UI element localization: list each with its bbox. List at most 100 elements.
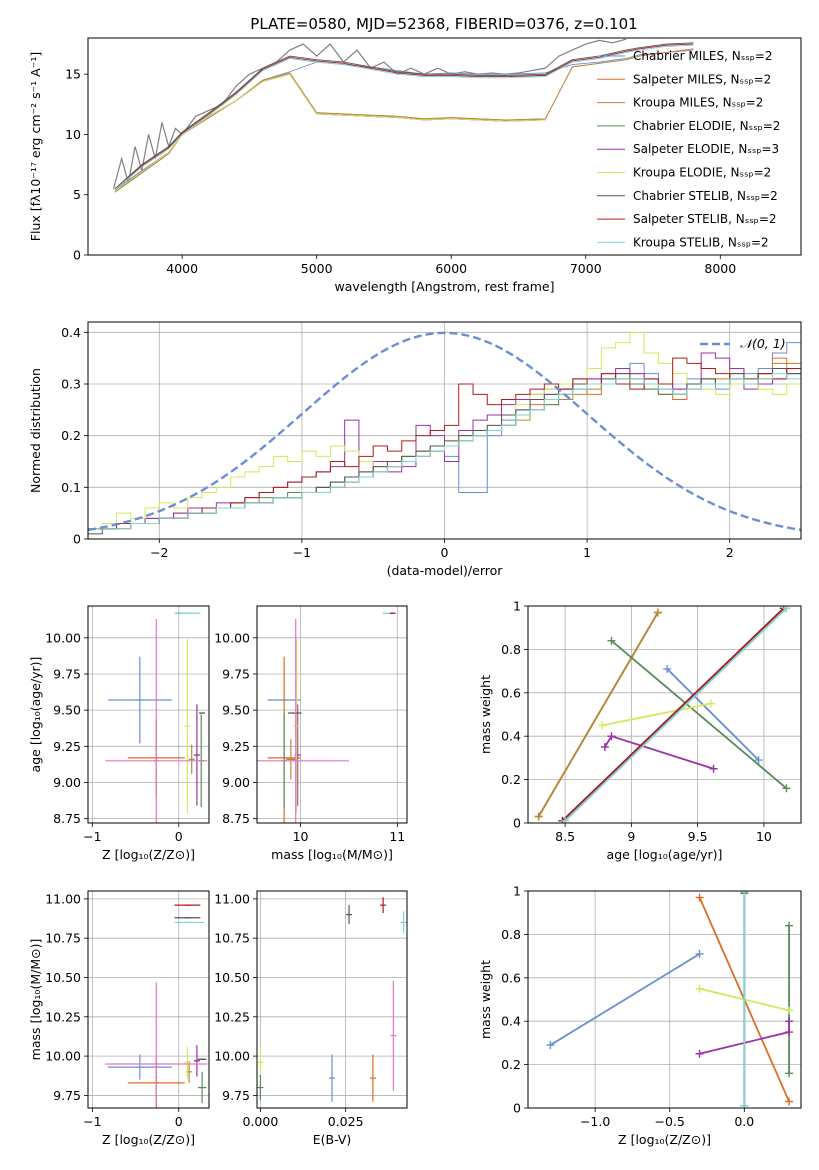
y-tick-label: 9.50 xyxy=(222,703,250,718)
x-axis-label: Z [log₁₀(Z/Z⊙)] xyxy=(618,1132,711,1147)
plus-marker xyxy=(663,664,672,673)
x-tick-label: −2 xyxy=(150,545,168,560)
plus-marker xyxy=(653,608,662,617)
y-tick-label: 0.1 xyxy=(61,480,81,495)
weight-series-2 xyxy=(534,608,662,821)
legend-entry: Salpeter STELIB, Nₛₛₚ=2 xyxy=(633,212,777,226)
y-tick-label: 0 xyxy=(73,248,81,263)
gaussian-curve xyxy=(88,331,801,532)
x-tick-label: −1.0 xyxy=(580,1114,610,1129)
plus-marker xyxy=(740,1101,749,1108)
y-tick-label: 9.25 xyxy=(53,739,81,754)
plus-marker xyxy=(740,891,749,895)
panel-spectrum: 4000 5000 6000 7000 8000 0 5 10 15 Chabrier MILES… xyxy=(28,37,802,294)
x-axis-label: wavelength [Angstrom, rest frame] xyxy=(334,279,554,294)
y-tick-label: 10.00 xyxy=(45,1049,81,1064)
axes-frame xyxy=(87,321,802,540)
weight-line xyxy=(549,953,701,1046)
y-tick-label: 9.75 xyxy=(222,666,250,681)
x-tick-label: −1 xyxy=(293,545,311,560)
y-tick-label: 10.25 xyxy=(214,1009,250,1024)
x-tick-label: 0 xyxy=(441,545,449,560)
y-tick-label: 0.2 xyxy=(501,772,521,787)
plot-area xyxy=(546,891,794,1108)
errorbar-point xyxy=(380,897,387,914)
axes-frame xyxy=(527,890,802,1109)
plus-marker xyxy=(534,812,543,821)
y-tick-label: 9.75 xyxy=(53,1088,81,1103)
x-tick-label: 4000 xyxy=(166,261,198,276)
plus-marker xyxy=(782,606,791,613)
plot-area xyxy=(112,38,694,193)
plus-marker xyxy=(561,816,570,823)
weight-line xyxy=(561,607,785,822)
y-tick-label: 0.6 xyxy=(501,970,521,985)
x-tick-label: 10 xyxy=(756,829,772,844)
legend-entry: Kroupa MILES, Nₛₛₚ=2 xyxy=(633,96,763,110)
histogram-series-3 xyxy=(88,368,801,530)
legend-entry: Salpeter ELODIE, Nₛₛₚ=3 xyxy=(633,142,779,156)
panel-mass-weight-vs-Z: −1.0 −0.5 0.0 0 0.2 0.4 0.6 0.8 1 Z [log₁₀(Z/Z⊙)]… xyxy=(478,884,802,1147)
x-tick-label: −1 xyxy=(83,1114,101,1129)
errorbar-point xyxy=(105,619,208,823)
errorbar-point xyxy=(107,656,172,744)
x-tick-label: 7000 xyxy=(570,261,602,276)
errorbar-point xyxy=(369,1054,376,1102)
model-spectrum-5 xyxy=(114,73,546,192)
axes-frame xyxy=(527,605,802,824)
model-spectrum-7 xyxy=(114,43,694,191)
plot-area xyxy=(88,331,801,535)
axes-frame xyxy=(87,890,210,1109)
x-tick-label: −1 xyxy=(83,829,101,844)
errorbar-point xyxy=(107,1054,172,1080)
histogram-series-6 xyxy=(88,368,801,535)
y-tick-label: 9.00 xyxy=(222,775,250,790)
weight-line xyxy=(610,640,788,789)
y-tick-label: 9.00 xyxy=(53,775,81,790)
errorbar-point xyxy=(193,704,200,806)
panel-age-vs-mass: 10 11 8.75 9.00 9.25 9.50 9.75 10.00 mass [log₁₀… xyxy=(214,605,408,862)
panel-age-vs-Z: −1 0 8.75 9.00 9.25 9.50 9.75 10.00 Z [log₁₀(Z/Z… xyxy=(28,605,210,862)
y-tick-label: 1 xyxy=(513,884,521,899)
y-axis-label: mass weight xyxy=(478,960,493,1039)
errorbar-point xyxy=(193,1045,200,1077)
y-tick-label: 1 xyxy=(513,599,521,614)
plus-marker xyxy=(607,732,616,741)
legend-entry: 𝒩(0, 1) xyxy=(740,336,786,351)
y-tick-label: 10.00 xyxy=(214,630,250,645)
weight-line xyxy=(564,607,788,822)
plus-marker xyxy=(785,1097,794,1106)
y-tick-label: 15 xyxy=(65,67,81,82)
errorbar-point xyxy=(400,911,407,934)
y-tick-label: 0.8 xyxy=(501,927,521,942)
weight-line xyxy=(537,612,659,817)
plus-marker xyxy=(600,743,609,752)
panel-mass-weight-vs-age: 8.5 9 9.5 10 0 0.2 0.4 0.6 0.8 1 age [log₁₀(age/yr… xyxy=(478,599,802,862)
errorbar-point xyxy=(184,1046,191,1079)
errorbar-point xyxy=(257,1046,264,1079)
errorbar-point xyxy=(257,619,349,823)
plus-marker xyxy=(695,893,704,902)
y-tick-label: 5 xyxy=(73,187,81,202)
weight-series-8 xyxy=(561,606,791,823)
x-tick-label: 6000 xyxy=(435,261,467,276)
errorbar-point xyxy=(184,639,191,813)
y-tick-label: 8.75 xyxy=(53,811,81,826)
errorbar-point xyxy=(188,744,195,774)
plus-marker xyxy=(754,756,763,765)
x-tick-label: 8.5 xyxy=(555,829,575,844)
errorbar-point xyxy=(390,980,397,1091)
x-tick-label: 0 xyxy=(175,1114,183,1129)
axes-frame xyxy=(87,605,210,824)
y-tick-label: 10 xyxy=(65,127,81,142)
errorbar-point xyxy=(329,1054,335,1102)
axes-frame xyxy=(256,890,408,1109)
y-tick-label: 8.75 xyxy=(222,811,250,826)
y-tick-label: 9.25 xyxy=(222,739,250,754)
panel-mass-vs-Z: −1 0 9.75 10.00 10.25 10.50 10.75 11.00 Z [log₁₀… xyxy=(28,890,210,1147)
y-tick-label: 9.75 xyxy=(222,1088,250,1103)
errorbar-point xyxy=(197,1071,207,1104)
x-axis-label: Z [log₁₀(Z/Z⊙)] xyxy=(102,847,195,862)
x-axis-label: (data-model)/error xyxy=(387,563,504,578)
weight-series-4 xyxy=(600,732,718,773)
